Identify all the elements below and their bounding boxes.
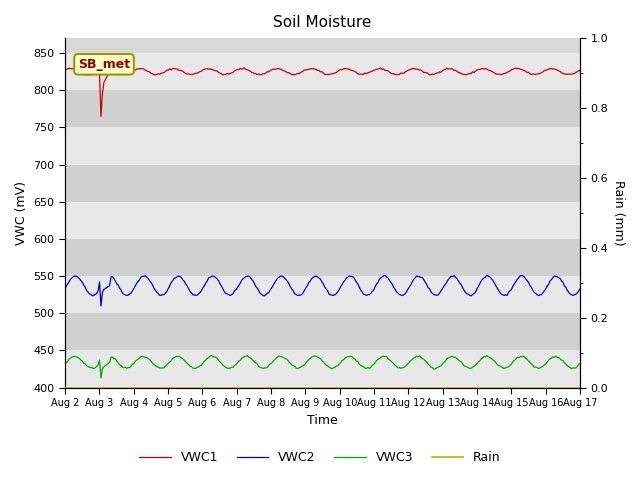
VWC3 <box>289 363 297 369</box>
VWC2 <box>216 281 224 287</box>
Legend: VWC1, VWC2, VWC3, Rain: VWC1, VWC2, VWC3, Rain <box>134 446 506 469</box>
VWC1 <box>577 68 584 73</box>
VWC3 <box>234 360 241 366</box>
VWC3 <box>216 359 224 365</box>
Rain <box>232 385 239 391</box>
Rain <box>287 385 294 391</box>
VWC2 <box>242 274 250 279</box>
Text: SB_met: SB_met <box>78 58 130 71</box>
VWC1 <box>97 113 105 119</box>
VWC3 <box>577 360 584 366</box>
VWC2 <box>550 273 558 279</box>
Bar <box>65 313 580 350</box>
VWC3 <box>97 375 105 381</box>
Line: VWC1: VWC1 <box>65 68 580 116</box>
VWC3 <box>126 365 134 371</box>
Bar <box>65 202 580 239</box>
VWC2 <box>97 303 105 309</box>
Rain <box>61 385 69 391</box>
VWC1 <box>126 70 134 75</box>
VWC1 <box>234 67 241 72</box>
VWC1 <box>61 67 69 73</box>
X-axis label: Time: Time <box>307 414 338 427</box>
VWC2 <box>234 285 241 291</box>
Bar <box>65 127 580 165</box>
Rain <box>577 385 584 391</box>
Y-axis label: VWC (mV): VWC (mV) <box>15 181 28 245</box>
VWC3 <box>550 355 558 360</box>
Bar <box>65 276 580 313</box>
Line: VWC2: VWC2 <box>65 275 580 306</box>
VWC3 <box>242 353 250 359</box>
VWC1 <box>216 70 224 76</box>
Rain <box>548 385 556 391</box>
VWC3 <box>61 360 69 366</box>
Bar <box>65 90 580 127</box>
VWC2 <box>126 291 134 297</box>
VWC2 <box>483 272 491 278</box>
Bar <box>65 239 580 276</box>
Y-axis label: Rain (mm): Rain (mm) <box>612 180 625 246</box>
VWC3 <box>243 353 251 359</box>
Rain <box>124 385 132 391</box>
VWC1 <box>550 66 558 72</box>
VWC1 <box>288 72 296 78</box>
Line: VWC3: VWC3 <box>65 356 580 378</box>
Title: Soil Moisture: Soil Moisture <box>273 15 372 30</box>
Bar <box>65 350 580 388</box>
VWC2 <box>577 286 584 291</box>
Rain <box>215 385 223 391</box>
VWC1 <box>377 65 385 71</box>
VWC2 <box>288 286 296 292</box>
VWC1 <box>242 67 250 72</box>
Bar <box>65 53 580 90</box>
Rain <box>241 385 248 391</box>
VWC2 <box>61 286 69 291</box>
Bar <box>65 165 580 202</box>
